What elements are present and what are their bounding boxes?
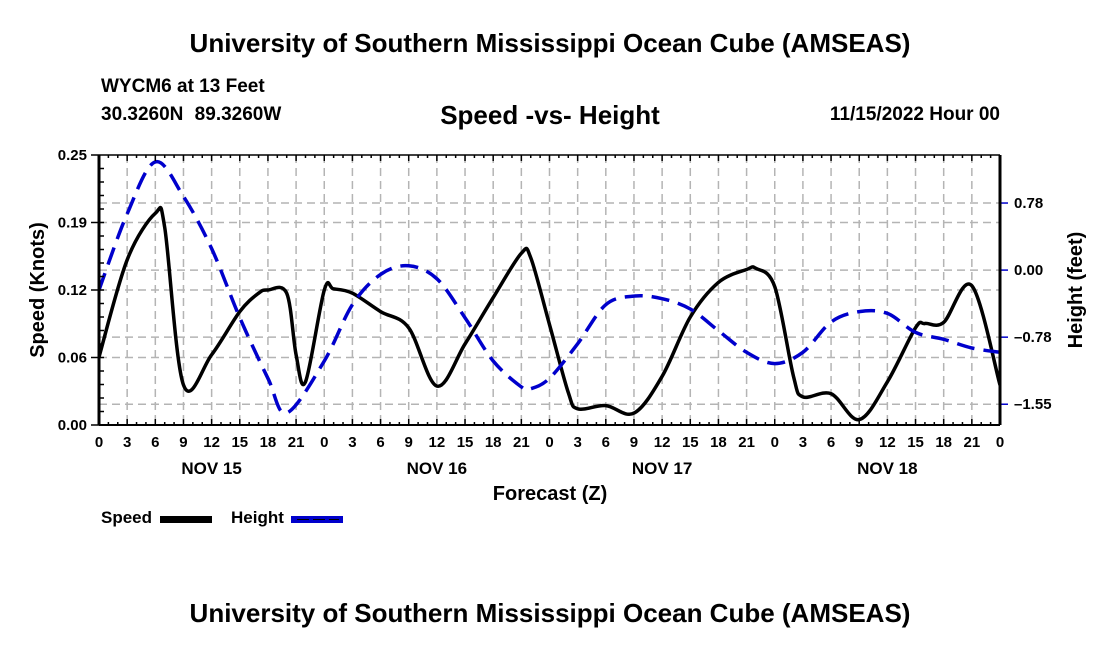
x-tick-label: 12 [879, 434, 896, 451]
x-tick-label: 12 [203, 434, 220, 451]
x-tick-label: 0 [996, 434, 1004, 451]
x-tick-label: 6 [827, 434, 835, 451]
x-tick-label: 0 [771, 434, 779, 451]
x-tick-label: 3 [123, 434, 131, 451]
x-tick-label: 9 [405, 434, 413, 451]
x-tick-label: 9 [855, 434, 863, 451]
legend-speed-swatch [160, 516, 212, 523]
x-tick-label: 6 [602, 434, 610, 451]
y-axis-label: Speed (Knots) [27, 222, 49, 358]
series-layer [99, 160, 1000, 422]
x-tick-label: 6 [151, 434, 159, 451]
axes-layer: 0 3 6 9 12 15 18 21 0 3 6 9 12 15 18 21 0 3 6 9 12 15 18 21 0 3 6 9… [58, 147, 1052, 478]
x-tick-label: 21 [288, 434, 305, 451]
x-tick-label: 15 [907, 434, 924, 451]
x-tick-label: 0 [545, 434, 553, 451]
station-label: WYCM6 at 13 Feet [101, 76, 265, 97]
y2-tick-label: –1.55 [1014, 396, 1052, 413]
x-tick-label: 15 [231, 434, 248, 451]
forecast-date-label: 11/15/2022 Hour 00 [829, 104, 1000, 125]
x-tick-label: 18 [260, 434, 277, 451]
y-tick-label: 0.25 [58, 147, 87, 164]
y2-tick-label: –0.78 [1014, 329, 1052, 346]
x-axis-label: Forecast (Z) [493, 483, 607, 505]
legend-speed-label: Speed [101, 508, 153, 527]
x-tick-label: 15 [457, 434, 474, 451]
x-tick-label: 12 [654, 434, 671, 451]
x-tick-label: 21 [513, 434, 530, 451]
x-tick-label: 3 [573, 434, 581, 451]
y-tick-label: 0.19 [58, 215, 87, 232]
page-title: University of Southern Mississippi Ocean… [189, 28, 911, 58]
day-label: NOV 16 [407, 459, 467, 478]
x-tick-label: 9 [630, 434, 638, 451]
legend-height-swatch [291, 516, 343, 523]
y-tick-label: 0.00 [58, 417, 87, 434]
series-line-height [99, 160, 1000, 415]
grid-lines [99, 155, 1000, 425]
x-tick-label: 9 [179, 434, 187, 451]
day-label: NOV 15 [181, 459, 241, 478]
x-tick-label: 0 [320, 434, 328, 451]
footer-title: University of Southern Mississippi Ocean… [189, 598, 911, 628]
coordinates-label: 30.3260N 89.3260W [101, 104, 282, 125]
y-tick-label: 0.06 [58, 350, 87, 367]
legend-height-label: Height [231, 508, 284, 527]
y-tick-label: 0.12 [58, 282, 87, 299]
y2-tick-label: 0.78 [1014, 195, 1043, 212]
chart-title: Speed -vs- Height [440, 100, 660, 130]
x-tick-label: 15 [682, 434, 699, 451]
x-tick-label: 0 [95, 434, 103, 451]
x-tick-label: 6 [376, 434, 384, 451]
x-tick-label: 3 [348, 434, 356, 451]
x-tick-label: 18 [485, 434, 502, 451]
y2-axis-label: Height (feet) [1065, 232, 1087, 349]
x-tick-label: 12 [429, 434, 446, 451]
day-label: NOV 18 [857, 459, 917, 478]
x-tick-label: 3 [799, 434, 807, 451]
y2-tick-label: 0.00 [1014, 262, 1043, 279]
x-tick-label: 18 [710, 434, 727, 451]
day-label: NOV 17 [632, 459, 692, 478]
x-tick-label: 21 [738, 434, 755, 451]
series-line-speed [99, 205, 1000, 422]
x-tick-label: 18 [935, 434, 952, 451]
x-tick-label: 21 [964, 434, 981, 451]
